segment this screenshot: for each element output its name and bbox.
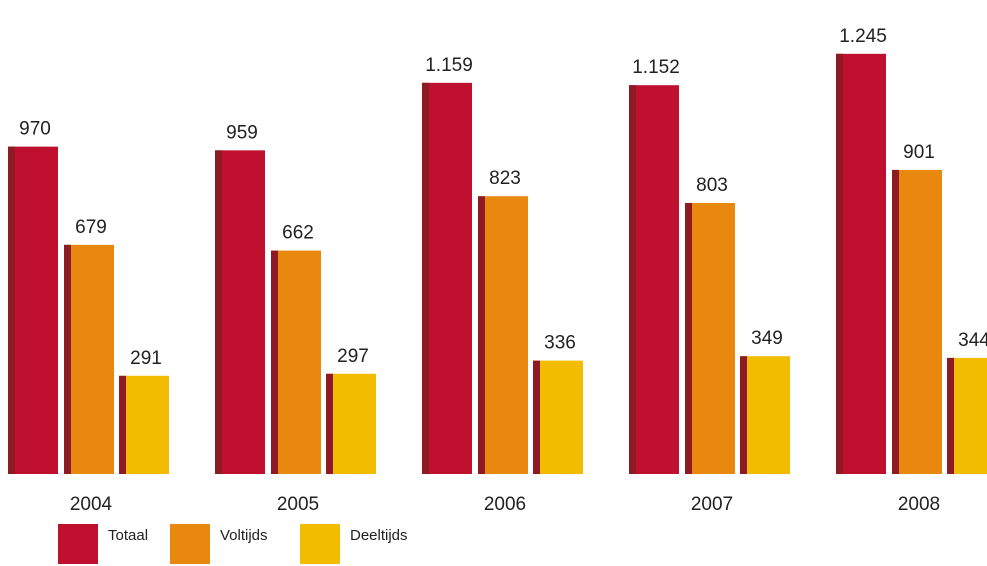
bar-totaal-2006	[422, 82, 472, 475]
bar-edge-deeltijds-2004	[119, 375, 126, 474]
value-label-voltijds-2005: 662	[282, 223, 314, 244]
category-label-2006: 2006	[484, 494, 526, 515]
value-label-totaal-2005: 959	[226, 122, 258, 143]
bar-voltijds-2004	[64, 244, 114, 474]
bar-deeltijds-2006	[533, 360, 583, 474]
value-label-totaal-2004: 970	[19, 119, 51, 140]
bar-edge-totaal-2007	[629, 85, 636, 474]
bar-edge-deeltijds-2006	[533, 360, 540, 474]
bar-chart: 970 679 291 2004 959 662 297 2005 1.159 823 336 200…	[8, 26, 987, 515]
value-label-totaal-2007: 1.152	[632, 57, 680, 78]
value-label-voltijds-2004: 679	[75, 217, 107, 238]
bar-edge-totaal-2004	[8, 146, 15, 474]
value-label-deeltijds-2004: 291	[130, 348, 162, 369]
bar-edge-totaal-2005	[215, 150, 222, 474]
bar-edge-totaal-2006	[422, 82, 429, 475]
bar-edge-totaal-2008	[836, 53, 843, 474]
bar-edge-deeltijds-2005	[326, 373, 333, 474]
value-label-voltijds-2008: 901	[903, 142, 935, 163]
bar-voltijds-2006	[478, 196, 528, 475]
value-label-deeltijds-2007: 349	[751, 328, 783, 349]
category-label-2008: 2008	[898, 494, 940, 515]
bar-edge-voltijds-2007	[685, 202, 692, 475]
bar-totaal-2007	[629, 85, 679, 474]
value-label-voltijds-2007: 803	[696, 175, 728, 196]
bar-voltijds-2008	[892, 169, 942, 474]
category-label-2004: 2004	[70, 494, 113, 515]
value-label-deeltijds-2005: 297	[337, 346, 369, 367]
legend-label-deeltijds: Deeltijds	[350, 527, 408, 544]
value-label-totaal-2008: 1.245	[839, 26, 887, 47]
category-label-2007: 2007	[691, 494, 733, 515]
bar-voltijds-2005	[271, 250, 321, 474]
legend-label-voltijds: Voltijds	[220, 527, 268, 544]
bar-edge-deeltijds-2007	[740, 356, 747, 474]
bar-totaal-2004	[8, 146, 58, 474]
bar-totaal-2005	[215, 150, 265, 474]
bar-deeltijds-2004	[119, 375, 169, 474]
bar-deeltijds-2005	[326, 373, 376, 474]
category-label-2005: 2005	[277, 494, 319, 515]
bar-voltijds-2007	[685, 202, 735, 475]
bar-totaal-2008	[836, 53, 886, 474]
value-label-deeltijds-2006: 336	[544, 333, 576, 354]
bar-deeltijds-2007	[740, 356, 790, 474]
value-label-voltijds-2006: 823	[489, 168, 521, 189]
bar-edge-deeltijds-2008	[947, 357, 954, 474]
legend-swatch-voltijds	[170, 524, 210, 564]
bar-edge-voltijds-2005	[271, 250, 278, 474]
legend-swatch-totaal	[58, 524, 98, 564]
legend-swatch-deeltijds	[300, 524, 340, 564]
value-label-deeltijds-2008: 344	[958, 330, 987, 351]
bar-edge-voltijds-2006	[478, 196, 485, 475]
bar-edge-voltijds-2004	[64, 244, 71, 474]
value-label-totaal-2006: 1.159	[425, 55, 473, 76]
legend-label-totaal: Totaal	[108, 527, 149, 544]
bar-edge-voltijds-2008	[892, 169, 899, 474]
